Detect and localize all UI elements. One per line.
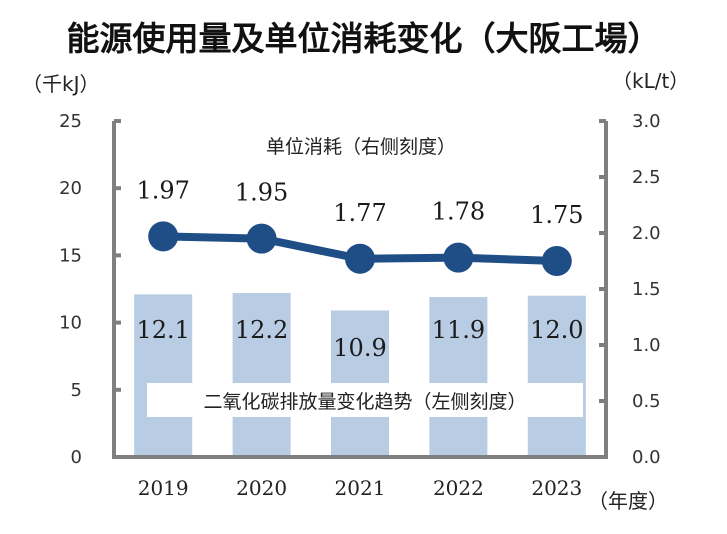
right-tick-label: 2.0 <box>632 223 661 244</box>
line-point-2019 <box>148 221 179 252</box>
line-point-2020 <box>246 223 277 254</box>
left-axis-unit-label: （千kJ） <box>22 72 99 96</box>
bar-series-label: 二氧化碳排放量变化趋势（左侧刻度） <box>203 391 526 413</box>
left-tick-label: 25 <box>59 111 82 132</box>
left-tick-label: 5 <box>71 380 82 401</box>
right-tick-label: 0.5 <box>632 391 661 412</box>
right-tick-label: 3.0 <box>632 111 661 132</box>
bar-value-label: 12.2 <box>235 316 288 344</box>
bar-value-label: 11.9 <box>432 316 485 344</box>
line-value-label: 1.78 <box>432 198 485 226</box>
bar-2019 <box>134 294 193 457</box>
line-point-2023 <box>541 246 572 276</box>
line-value-label: 1.97 <box>136 176 189 204</box>
line-value-label: 1.75 <box>530 201 583 229</box>
line-series-label: 单位消耗（右侧刻度） <box>266 136 456 158</box>
right-tick-label: 1.5 <box>632 279 661 300</box>
line-point-2021 <box>345 243 375 274</box>
right-axis-unit-label: （kL/t） <box>612 69 689 93</box>
x-tick-label: 2019 <box>138 476 189 500</box>
right-tick-label: 2.5 <box>632 167 661 188</box>
left-tick-label: 0 <box>71 447 82 468</box>
line-value-label: 1.77 <box>333 199 386 227</box>
line-point-2022 <box>443 242 474 273</box>
left-tick-label: 10 <box>59 313 82 334</box>
chart-title: 能源使用量及单位消耗变化（大阪工場） <box>66 19 661 58</box>
left-tick-label: 20 <box>59 178 82 199</box>
plot-area: 0 5 10 15 20 25 0.0 0.5 1.0 1.5 2.0 2.5 3.0 2019 2020 2… <box>59 111 661 500</box>
right-tick-label: 1.0 <box>632 335 661 356</box>
x-tick-label: 2021 <box>335 476 386 500</box>
bar-value-label: 12.0 <box>530 316 583 344</box>
bar-value-label: 12.1 <box>136 316 189 344</box>
bar-value-label: 10.9 <box>333 334 386 362</box>
x-axis-unit-label: （年度） <box>588 489 668 513</box>
bar-2020 <box>232 293 291 457</box>
right-tick-label: 0.0 <box>632 447 661 468</box>
bar-2022 <box>429 297 488 457</box>
x-tick-label: 2023 <box>531 476 582 500</box>
line-value-label: 1.95 <box>235 179 288 207</box>
bar-2023 <box>527 295 586 457</box>
x-tick-label: 2020 <box>236 476 287 500</box>
bar-series-label-box <box>147 383 583 417</box>
x-tick-label: 2022 <box>433 476 484 500</box>
left-tick-label: 15 <box>59 245 82 266</box>
